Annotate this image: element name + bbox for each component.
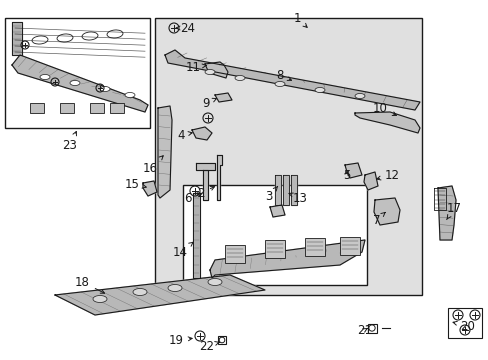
Bar	[30, 103, 44, 113]
Text: 9: 9	[202, 96, 216, 109]
Text: 3: 3	[265, 186, 277, 202]
Ellipse shape	[235, 76, 244, 81]
Bar	[305, 238, 325, 256]
Polygon shape	[217, 155, 222, 200]
Polygon shape	[345, 163, 361, 178]
Text: 5: 5	[342, 168, 349, 181]
Bar	[367, 324, 376, 333]
Text: 10: 10	[372, 102, 396, 116]
Text: 7: 7	[372, 212, 385, 226]
Polygon shape	[363, 172, 377, 190]
Text: 14: 14	[173, 242, 193, 258]
Text: 17: 17	[446, 202, 461, 220]
Polygon shape	[437, 186, 455, 240]
Text: 18: 18	[75, 275, 104, 293]
Bar	[447, 308, 481, 338]
Ellipse shape	[133, 288, 147, 296]
Ellipse shape	[314, 87, 325, 93]
Polygon shape	[203, 170, 207, 200]
Ellipse shape	[100, 86, 110, 91]
Text: 19: 19	[169, 333, 192, 346]
Polygon shape	[283, 175, 288, 205]
Polygon shape	[290, 175, 296, 205]
Ellipse shape	[207, 279, 222, 285]
Bar	[218, 336, 225, 344]
Text: 16: 16	[142, 156, 163, 175]
Ellipse shape	[70, 81, 80, 86]
Polygon shape	[193, 193, 200, 278]
Text: 4: 4	[177, 129, 192, 141]
Text: 24: 24	[176, 22, 195, 35]
Polygon shape	[158, 106, 172, 198]
Ellipse shape	[204, 69, 215, 75]
Polygon shape	[55, 275, 264, 315]
Polygon shape	[274, 175, 281, 205]
Polygon shape	[196, 163, 215, 170]
Bar	[155, 18, 421, 295]
Ellipse shape	[354, 94, 364, 99]
Bar	[90, 103, 104, 113]
Bar	[339, 237, 359, 255]
Text: 2: 2	[197, 186, 214, 199]
Text: 21: 21	[356, 324, 371, 337]
Polygon shape	[354, 112, 419, 133]
Bar	[264, 240, 285, 258]
Ellipse shape	[125, 93, 135, 98]
Ellipse shape	[40, 75, 50, 80]
Text: 11: 11	[185, 60, 206, 73]
Bar	[5, 18, 150, 128]
Ellipse shape	[168, 284, 182, 292]
Text: 22: 22	[199, 339, 219, 352]
Text: 13: 13	[288, 192, 307, 204]
Polygon shape	[12, 55, 148, 112]
Bar	[60, 103, 74, 113]
Polygon shape	[164, 50, 419, 110]
Bar	[110, 103, 124, 113]
Polygon shape	[192, 127, 212, 140]
Polygon shape	[373, 198, 399, 225]
Polygon shape	[142, 181, 157, 196]
Polygon shape	[204, 62, 227, 78]
Text: 1: 1	[293, 12, 306, 27]
Text: 6: 6	[184, 192, 201, 204]
Ellipse shape	[93, 296, 107, 302]
Text: 23: 23	[62, 131, 77, 152]
Text: 8: 8	[276, 68, 291, 81]
Text: 12: 12	[376, 168, 399, 181]
Text: 15: 15	[125, 177, 146, 190]
Text: 20: 20	[452, 320, 474, 333]
Bar	[183, 185, 366, 285]
Polygon shape	[209, 240, 364, 278]
Bar	[224, 245, 244, 263]
Ellipse shape	[274, 81, 285, 86]
Polygon shape	[12, 22, 22, 55]
Polygon shape	[215, 93, 231, 102]
Polygon shape	[269, 205, 285, 217]
